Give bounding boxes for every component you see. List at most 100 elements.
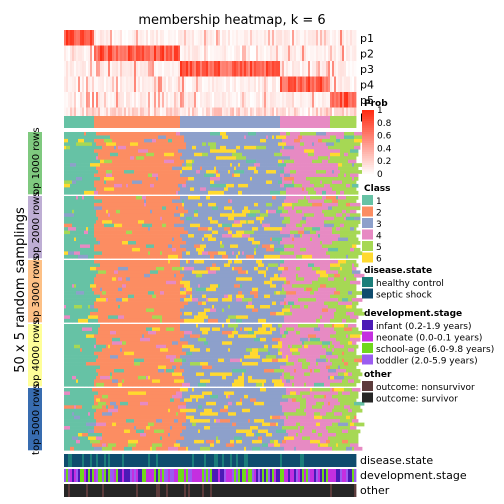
class-cell [246,244,257,249]
class-cell [332,408,341,413]
class-cell [170,382,173,387]
class-cell [264,394,269,399]
class-cell [194,368,203,373]
class-cell [234,173,241,178]
class-cell [332,277,335,282]
class-cell [238,324,247,328]
class-cell [202,152,209,157]
prob-cell [88,76,91,93]
class-cell [140,240,151,245]
class-cell [288,355,295,359]
prob-cell [74,76,77,93]
class-cell [114,391,123,396]
class-cell [74,152,77,157]
class-cell [354,348,357,352]
class-cell [282,209,289,214]
class-cell [170,348,177,352]
class-cell [222,341,233,346]
prob-cell [120,30,123,46]
class-cell [196,408,199,413]
prob-cell [100,61,103,77]
class-cell [290,142,301,147]
class-cell [234,327,237,332]
class-cell [306,394,315,399]
class-cell [260,291,265,295]
class-cell [260,304,271,309]
class-cell [350,170,355,174]
class-cell [162,180,167,185]
class-cell [134,213,139,218]
prob-cell [332,45,335,62]
class-cell [242,206,245,211]
class-cell [326,142,335,147]
class-cell [294,375,305,380]
class-cell [294,234,301,238]
class-cell [340,365,347,370]
class-cell [164,368,167,373]
class-cell [72,284,75,288]
class-cell [216,375,223,380]
class-cell [226,202,235,207]
class-cell [118,362,121,366]
class-cell [316,213,325,218]
class-cell [340,209,343,214]
class-cell [120,142,131,147]
prob-cell [190,92,193,108]
class-cell [124,206,131,211]
class-cell [160,298,167,302]
class-cell [282,344,289,349]
class-cell [98,401,107,406]
class-cell [84,190,95,195]
class-cell [202,304,205,309]
class-cell [160,260,169,264]
prob-cell [330,76,333,93]
class-cell [316,251,327,256]
class-cell [338,163,343,167]
class-cell [94,149,97,154]
class-cell [154,291,157,295]
class-cell [280,382,285,387]
class-cell [332,170,335,174]
class-cell [192,291,197,295]
class-cell [150,202,153,207]
class-cell [334,230,345,235]
class-cell [194,173,205,178]
class-cell [348,247,351,252]
class-cell [270,365,281,370]
class-cell [232,196,239,200]
class-cell [124,315,135,320]
class-cell [144,170,155,174]
class-cell [284,159,295,164]
class-cell [294,163,301,167]
class-cell [76,166,85,171]
class-cell [234,382,245,387]
prob-cell [182,92,185,108]
class-cell [322,244,331,249]
class-cell [354,398,357,403]
class-cell [104,263,107,268]
class-cell [320,176,331,181]
class-cell [116,273,119,278]
class-cell [68,237,71,242]
prob-cell [332,61,335,77]
class-cell [114,132,121,136]
class-cell [80,244,91,249]
class-cell [74,199,83,204]
class-cell [64,170,67,174]
class-cell [196,156,205,160]
class-cell [256,156,265,160]
class-cell [334,170,337,174]
class-cell [314,304,325,309]
class-cell [150,375,153,380]
class-cell [84,375,93,380]
class-cell [272,220,283,224]
class-cell [328,372,339,377]
class-cell [82,284,91,288]
class-cell [90,116,93,128]
class-cell [156,187,159,192]
class-cell [134,398,143,403]
class-cell [272,330,281,335]
class-cell [266,266,269,271]
class-cell [198,405,203,410]
class-cell [200,270,203,275]
